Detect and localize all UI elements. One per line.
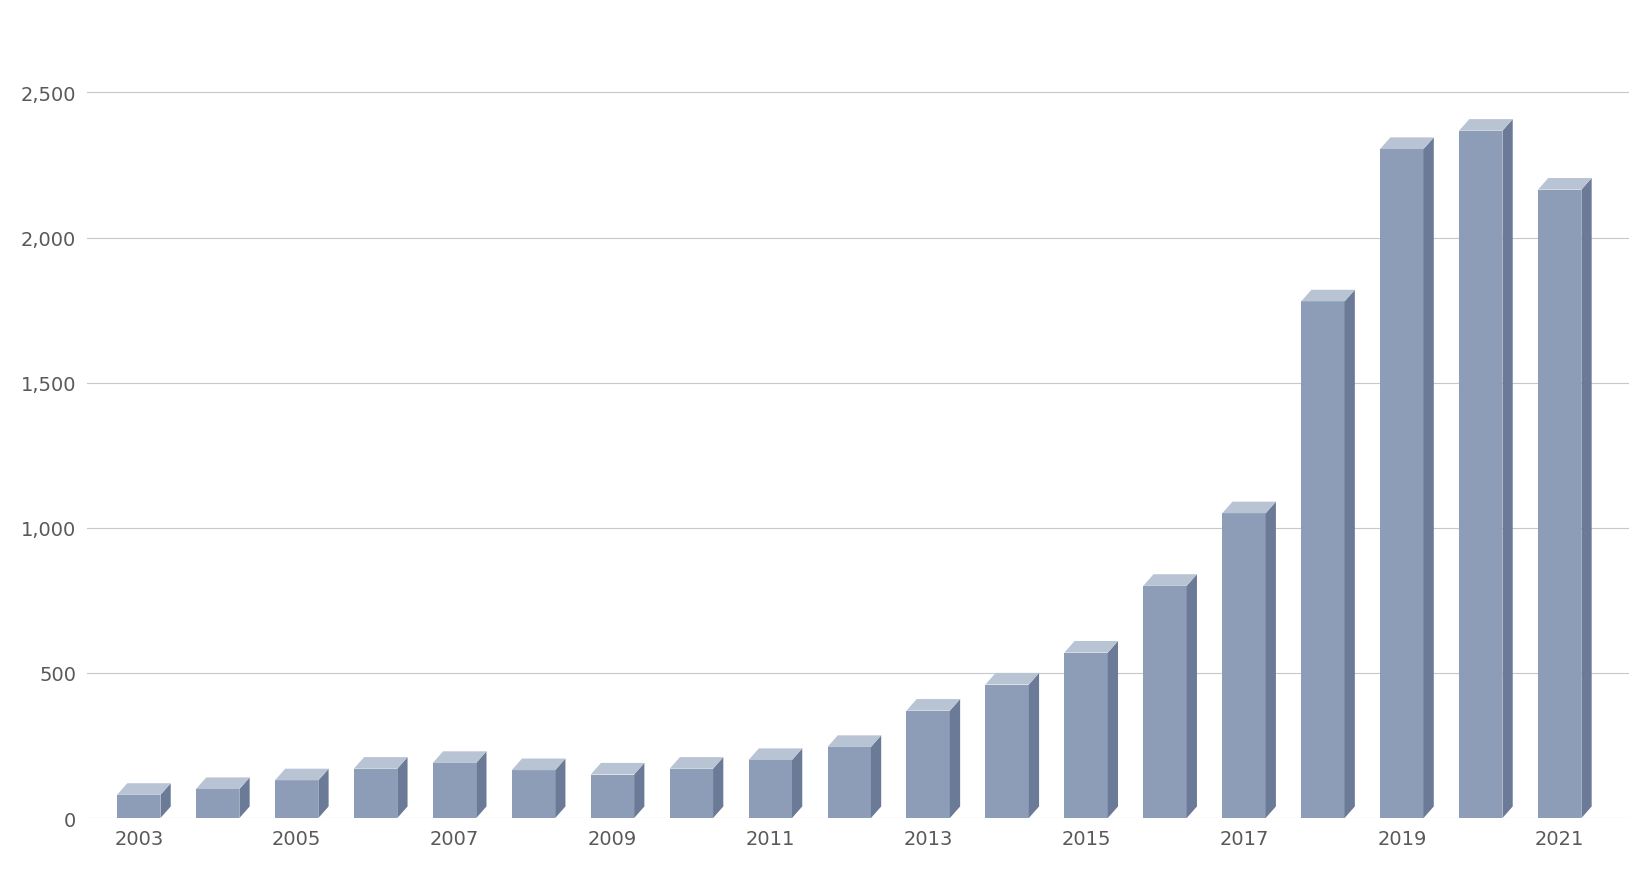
- Polygon shape: [1538, 179, 1592, 190]
- Polygon shape: [1030, 673, 1040, 818]
- Polygon shape: [196, 778, 249, 789]
- Polygon shape: [634, 763, 645, 818]
- Bar: [1302, 302, 1345, 818]
- Bar: [1538, 190, 1581, 818]
- Bar: [1143, 587, 1186, 818]
- Bar: [1379, 149, 1424, 818]
- Polygon shape: [950, 700, 960, 818]
- Polygon shape: [432, 752, 487, 763]
- Bar: [432, 763, 477, 818]
- Bar: [117, 795, 160, 818]
- Polygon shape: [906, 700, 960, 711]
- Polygon shape: [398, 757, 408, 818]
- Bar: [1064, 653, 1107, 818]
- Polygon shape: [1503, 120, 1513, 818]
- Polygon shape: [477, 752, 487, 818]
- Polygon shape: [591, 763, 645, 774]
- Polygon shape: [792, 748, 802, 818]
- Polygon shape: [318, 769, 328, 818]
- Bar: [591, 774, 634, 818]
- Polygon shape: [670, 757, 723, 769]
- Polygon shape: [117, 783, 170, 795]
- Bar: [353, 769, 398, 818]
- Polygon shape: [1345, 290, 1355, 818]
- Polygon shape: [1266, 502, 1275, 818]
- Polygon shape: [713, 757, 723, 818]
- Bar: [906, 711, 950, 818]
- Bar: [196, 789, 239, 818]
- Polygon shape: [1107, 641, 1119, 818]
- Bar: [985, 685, 1030, 818]
- Polygon shape: [1064, 641, 1119, 653]
- Bar: [1459, 131, 1503, 818]
- Polygon shape: [353, 757, 408, 769]
- Polygon shape: [512, 759, 566, 770]
- Bar: [512, 770, 554, 818]
- Polygon shape: [160, 783, 170, 818]
- Polygon shape: [1143, 574, 1196, 587]
- Polygon shape: [871, 735, 881, 818]
- Polygon shape: [1223, 502, 1275, 514]
- Polygon shape: [749, 748, 802, 760]
- Bar: [1223, 514, 1266, 818]
- Bar: [828, 747, 871, 818]
- Polygon shape: [1459, 120, 1513, 131]
- Polygon shape: [985, 673, 1040, 685]
- Polygon shape: [1424, 138, 1434, 818]
- Polygon shape: [828, 735, 881, 747]
- Polygon shape: [554, 759, 566, 818]
- Bar: [670, 769, 713, 818]
- Polygon shape: [1302, 290, 1355, 302]
- Polygon shape: [276, 769, 328, 780]
- Polygon shape: [1186, 574, 1196, 818]
- Polygon shape: [1581, 179, 1592, 818]
- Polygon shape: [1379, 138, 1434, 149]
- Polygon shape: [239, 778, 249, 818]
- Bar: [749, 760, 792, 818]
- Bar: [276, 780, 318, 818]
